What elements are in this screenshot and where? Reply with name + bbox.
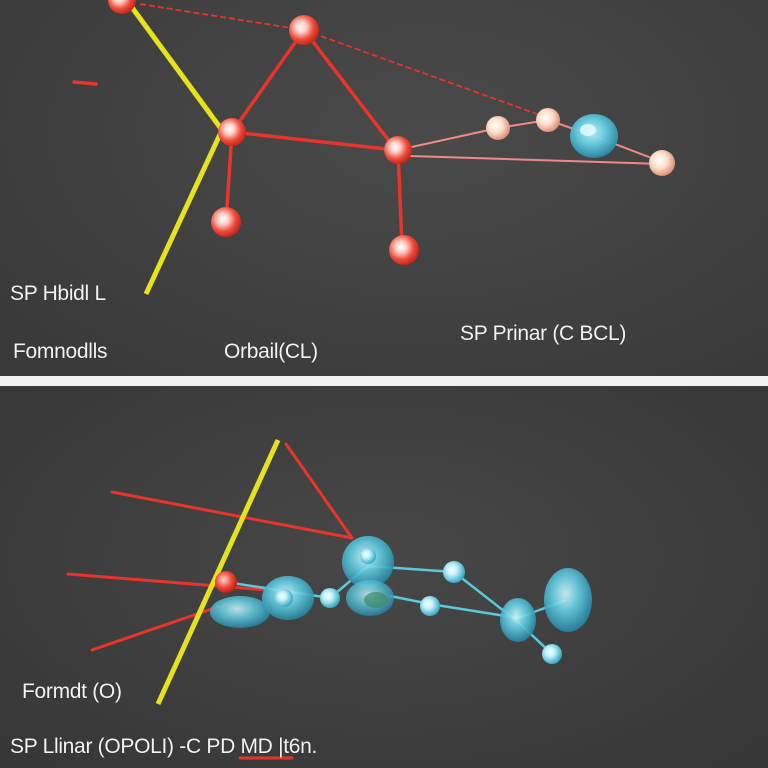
bond <box>302 28 398 152</box>
cyan-atom <box>420 596 440 616</box>
bond <box>90 602 228 652</box>
label-formdt: Formdt (O) <box>22 680 122 703</box>
bond <box>110 490 354 540</box>
thin-bonds <box>139 3 549 119</box>
yellow-bond <box>155 438 281 706</box>
top-panel: SP Hbidl L Fomnodlls Orbail(CL) SP Prina… <box>0 0 768 376</box>
bond <box>397 127 499 151</box>
cyan-atom <box>275 589 293 607</box>
bond <box>230 130 398 152</box>
label-formnodils: Fomnodlls <box>13 340 108 363</box>
red-atom <box>108 0 136 14</box>
bottom-panel: Formdt (O) SP Llinar (OPOLI) -C PD MD |t… <box>0 386 768 768</box>
cyan-atom <box>360 548 376 564</box>
red-atom <box>389 235 419 265</box>
bond <box>66 572 294 594</box>
dashed-bond <box>139 3 305 31</box>
red-atom <box>218 118 246 146</box>
bond <box>396 148 404 248</box>
cyan-orbital-highlight <box>580 124 596 136</box>
label-sp-hybrid: SP Hbidl L <box>10 282 106 305</box>
top-molecule-diagram <box>72 0 675 296</box>
label-sp-primar: SP Prinar (C BCL) <box>460 322 627 345</box>
peach-atom <box>486 116 510 140</box>
cyan-orbital <box>210 596 270 628</box>
bond <box>224 130 234 224</box>
bond <box>72 80 98 86</box>
peach-atom <box>536 108 560 132</box>
label-orbital: Orbail(CL) <box>224 340 318 363</box>
cyan-atom <box>320 588 340 608</box>
label-sp-linear: SP Llinar (OPOLI) -C PD MD |t6n. <box>10 735 318 758</box>
red-bonds <box>72 28 404 248</box>
panel-divider <box>0 376 768 386</box>
bottom-molecule-diagram <box>66 438 592 760</box>
bond <box>284 442 354 540</box>
dashed-bond <box>303 29 549 119</box>
red-atom <box>289 15 319 45</box>
bond <box>230 28 306 134</box>
red-bonds <box>66 442 354 760</box>
cyan-orbital <box>500 598 536 642</box>
yellow-bond <box>125 0 225 132</box>
peach-atom <box>649 150 675 176</box>
red-atom <box>215 571 237 593</box>
cyan-atom <box>443 561 465 583</box>
cyan-atom <box>542 644 562 664</box>
cyan-orbital <box>544 568 592 632</box>
pink-bonds <box>397 119 663 165</box>
yellow-bond <box>143 128 225 296</box>
red-atom <box>384 136 412 164</box>
red-atom <box>211 207 241 237</box>
cyan-orbital <box>570 114 618 158</box>
green-orbital <box>364 592 388 608</box>
bond <box>409 155 663 165</box>
